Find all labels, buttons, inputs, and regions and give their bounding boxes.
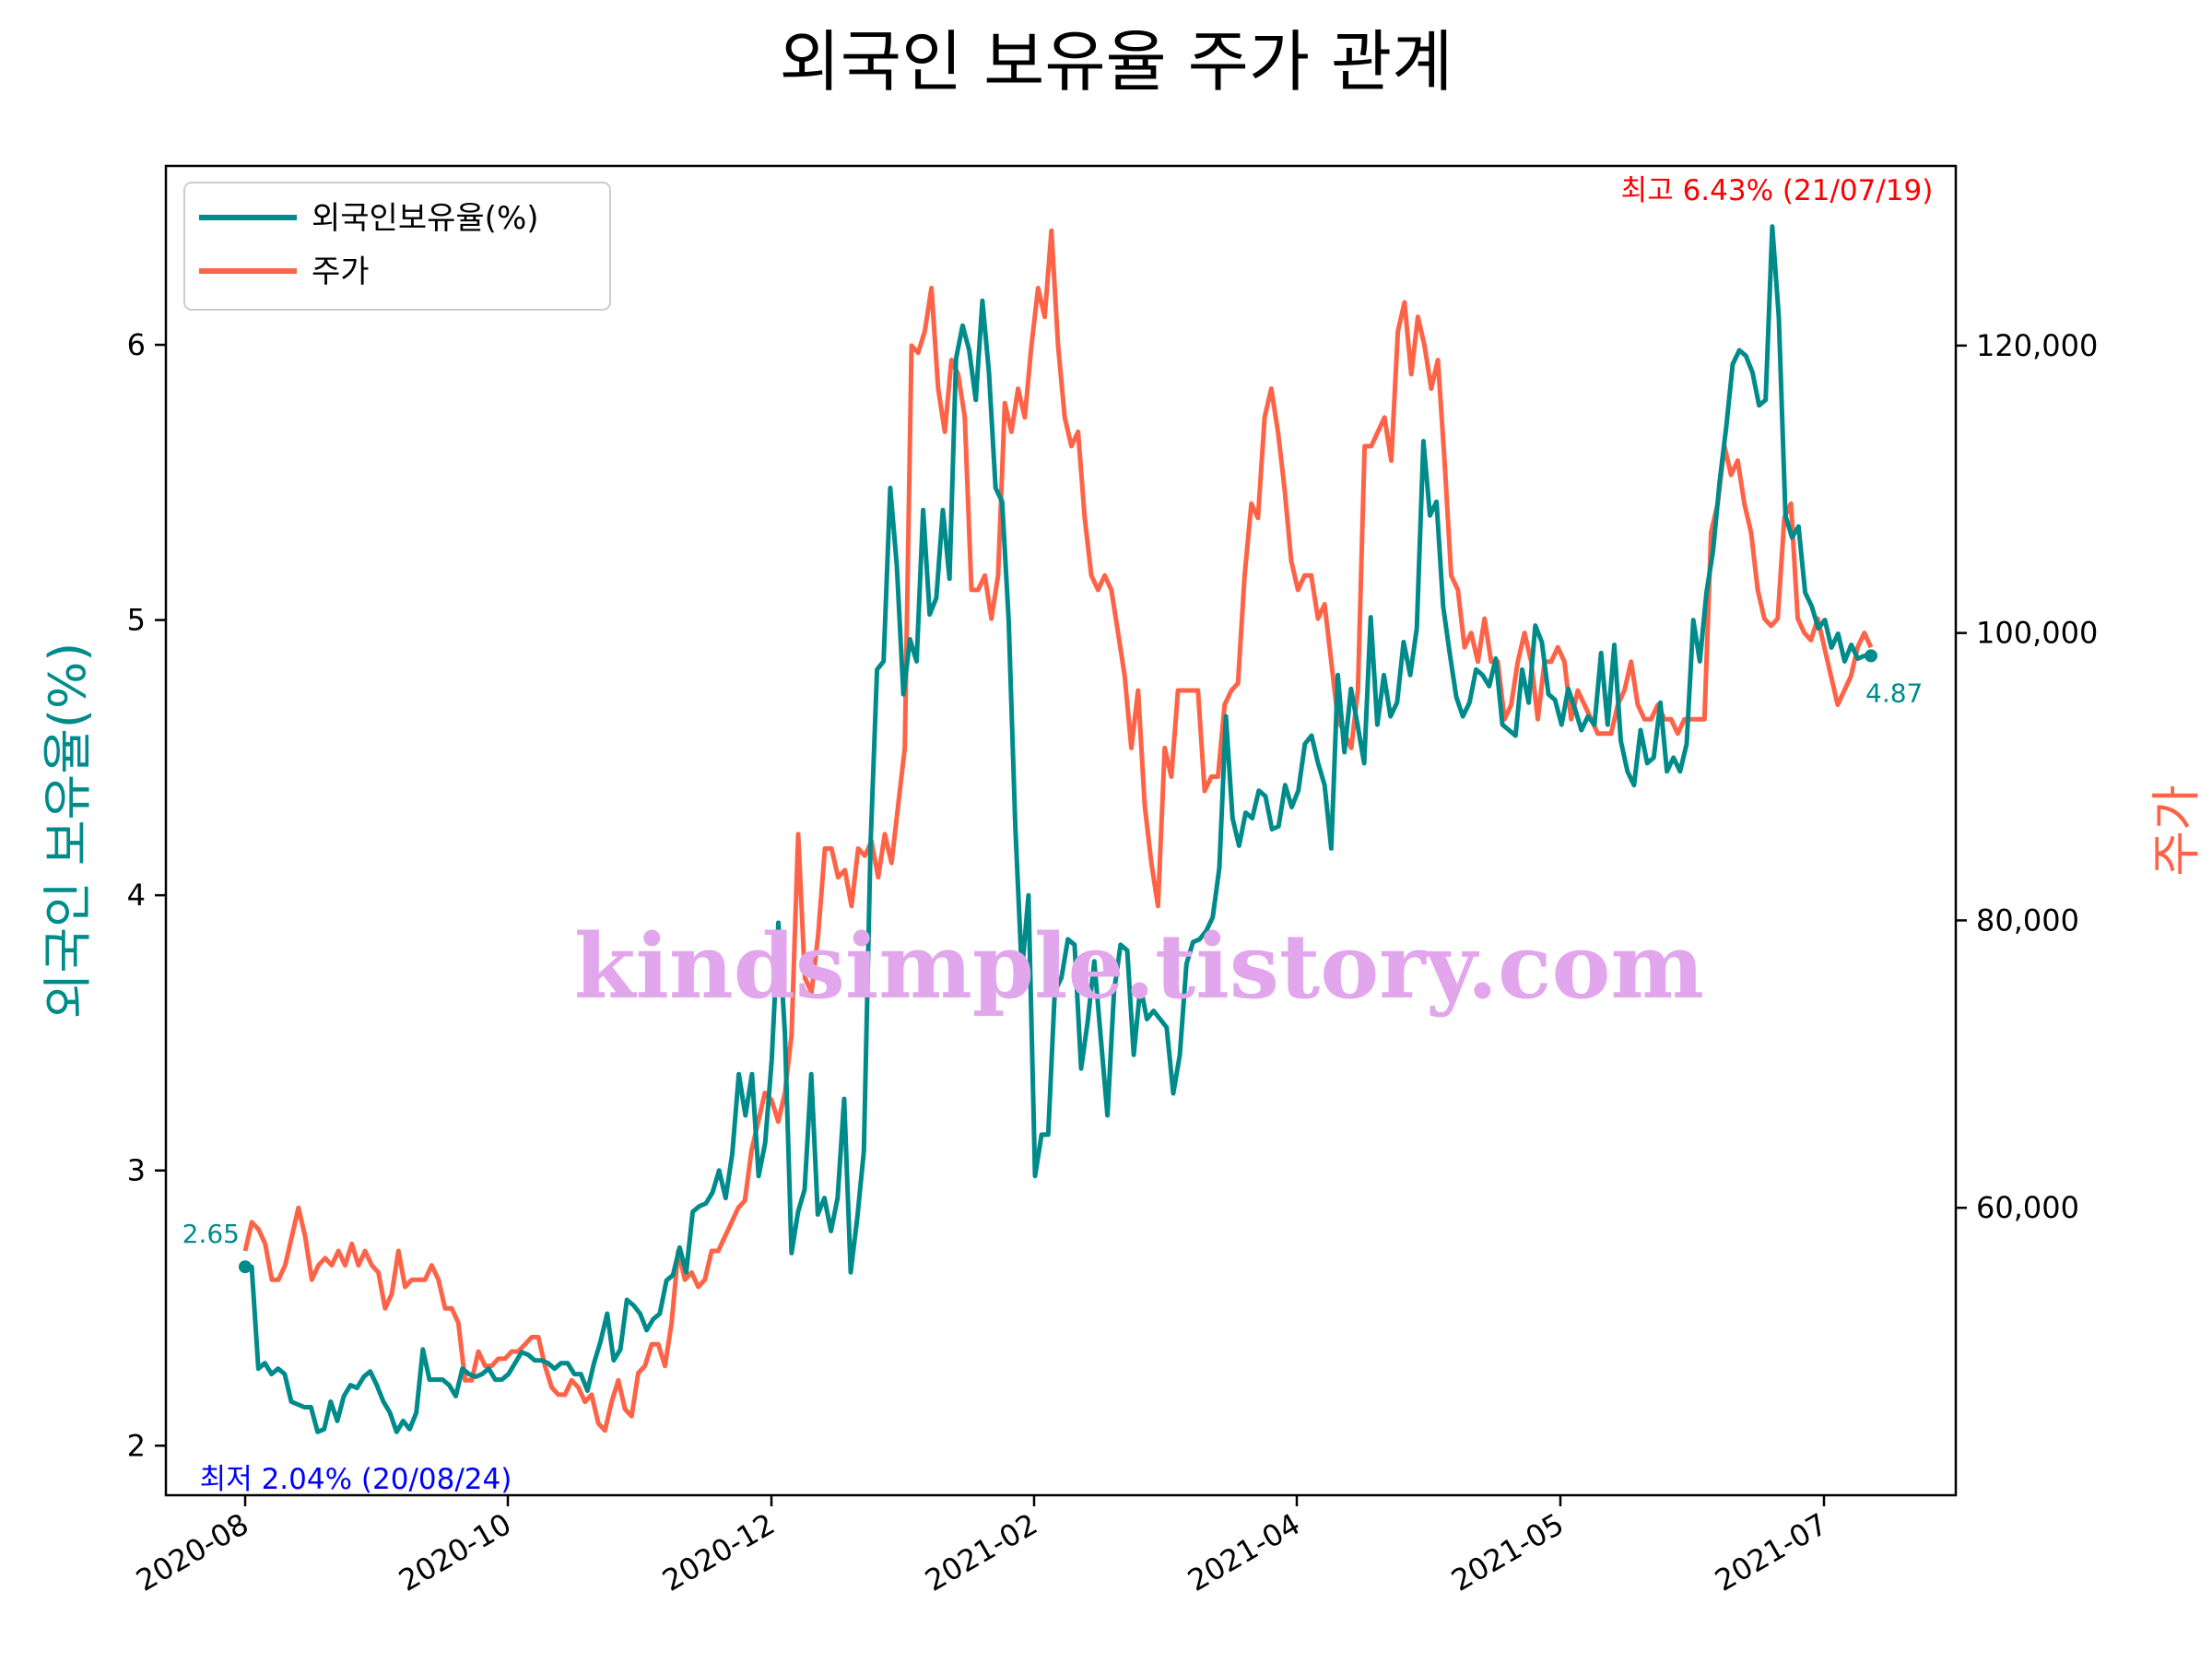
y-left-tick-label: 3	[127, 1153, 146, 1188]
y-right-tick-label: 100,000	[1976, 616, 2098, 651]
annotation-layer: 2.65 4.87 최고 6.43% (21/07/19) 최저 2.04% (20/…	[182, 174, 1934, 1496]
left-y-axis: 2 3 4 5 6	[127, 327, 166, 1463]
y-left-tick-label: 2	[127, 1428, 146, 1463]
y-right-tick-label: 80,000	[1976, 902, 2079, 938]
start-marker	[239, 1260, 252, 1274]
right-y-axis: 60,000 80,000 100,000 120,000	[1956, 328, 2098, 1225]
y-right-tick-label: 120,000	[1976, 328, 2098, 363]
y-axis-label-right: 주가	[2147, 784, 2206, 876]
max-annotation: 최고 6.43% (21/07/19)	[1621, 174, 1934, 207]
plot-frame	[164, 164, 1958, 1497]
y-left-tick-label: 4	[127, 878, 146, 913]
start-value-label: 2.65	[182, 1219, 240, 1249]
series-layer	[242, 224, 1874, 1434]
series-line-foreign-ownership	[245, 224, 1871, 1434]
plot-area: 2.65 4.87 최고 6.43% (21/07/19) 최저 2.04% (20/…	[164, 164, 1958, 1497]
chart-title: 외국인 보유율 주가 관계	[779, 23, 1453, 100]
legend-label-foreign-ownership: 외국인보유율(%)	[312, 200, 539, 237]
min-annotation: 최저 2.04% (20/08/24)	[200, 1463, 512, 1496]
series-line-stock-price	[242, 228, 1874, 1433]
y-right-tick-label: 60,000	[1976, 1190, 2079, 1225]
y-left-tick-label: 6	[127, 327, 146, 362]
y-axis-label-left: 외국인 보유율(%)	[39, 643, 97, 1020]
legend-label-stock-price: 주가	[312, 254, 370, 290]
end-marker	[1865, 649, 1877, 663]
legend: 외국인보유율(%) 주가	[183, 182, 611, 311]
watermark-text: kindsimple.tistory.com	[574, 914, 1704, 1019]
end-value-label: 4.87	[1865, 678, 1923, 708]
legend-box	[183, 182, 611, 311]
y-left-tick-label: 5	[127, 603, 146, 638]
